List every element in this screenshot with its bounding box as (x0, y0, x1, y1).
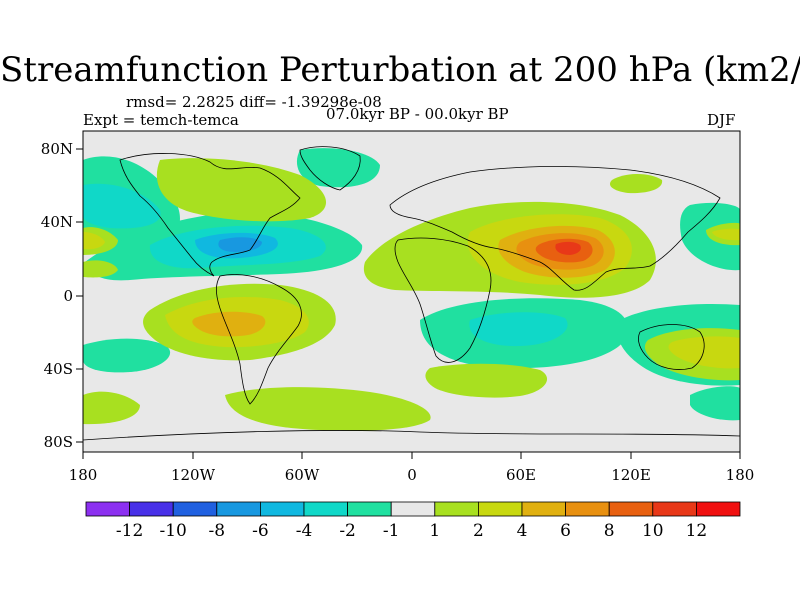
colorbar-label: 12 (686, 521, 708, 541)
lat-label-80s: 80S (44, 433, 73, 451)
colorbar-label: 10 (642, 521, 664, 541)
coast-north-america (119, 153, 301, 277)
contour-pos-north-america (156, 158, 327, 222)
colorbar-swatch (390, 501, 436, 517)
colorbar-label: -1 (383, 521, 400, 541)
contour-pos2-australia (668, 336, 740, 369)
contour-neg-southern-ocean (690, 386, 740, 421)
colorbar-swatch (172, 501, 218, 517)
contour-pos-south-indian (425, 363, 548, 398)
colorbar-label: -10 (160, 521, 187, 541)
lat-label-40n: 40N (41, 213, 73, 231)
colorbar-label: 6 (560, 521, 571, 541)
contour-pos-south-atlantic (225, 387, 431, 431)
colorbar-label: 4 (517, 521, 528, 541)
lon-label-180w: 180 (69, 466, 98, 484)
colorbar-swatch (521, 501, 566, 517)
lon-label-180e: 180 (726, 466, 755, 484)
contour-pos2-east-pacific-subtrop (83, 232, 105, 250)
experiment-label: Expt = temch-temca (83, 111, 239, 129)
colorbar-label: 1 (429, 521, 440, 541)
lon-label-120w: 120W (171, 466, 216, 484)
contour-pos-south-pacific (83, 391, 140, 425)
colorbar: -12 -10 -8 -6 -4 -2 -1 1 2 4 6 8 10 12 (85, 501, 741, 541)
lat-label-40s: 40S (44, 360, 73, 378)
colorbar-swatch (652, 501, 697, 517)
colorbar-label: 2 (473, 521, 484, 541)
colorbar-swatch (85, 501, 130, 517)
contour-neg2-pacific-north (83, 183, 161, 229)
colorbar-swatch (696, 501, 741, 517)
season-label: DJF (707, 111, 736, 129)
streamfunction-field (83, 131, 740, 452)
colorbar-swatch (565, 501, 610, 517)
coast-south-america (216, 274, 302, 405)
contour-pos2-north-pacific-east (712, 228, 740, 241)
colorbar-swatch (303, 501, 348, 517)
colorbar-swatch (434, 501, 479, 517)
rmsd-diff-stats: rmsd= 2.2825 diff= -1.39298e-08 (126, 93, 382, 111)
coastlines (83, 146, 740, 441)
colorbar-swatch (347, 501, 392, 517)
colorbar-swatch (608, 501, 654, 517)
lat-label-0: 0 (63, 287, 73, 305)
colorbar-swatch (129, 501, 174, 517)
lon-label-120e: 120E (611, 466, 651, 484)
colorbar-swatch (259, 501, 305, 517)
colorbar-swatch (216, 501, 261, 517)
colorbar-label: -2 (339, 521, 356, 541)
contour-pos-arctic-east (609, 174, 663, 194)
colorbar-label: -4 (296, 521, 313, 541)
lon-label-0: 0 (407, 466, 417, 484)
colorbar-label: -8 (209, 521, 226, 541)
colorbar-label: -12 (116, 521, 143, 541)
coast-australia (638, 324, 705, 370)
coast-antarctica (83, 430, 740, 441)
contour-neg-south-pacific (83, 338, 171, 373)
contour-neg2-indian-ocean (469, 312, 568, 347)
contour-pos-north-pacific-west (83, 260, 118, 278)
coast-greenland (299, 146, 361, 191)
colorbar-label: -6 (252, 521, 269, 541)
lon-label-60w: 60W (285, 466, 320, 484)
contour-pos3-south-america (192, 311, 266, 337)
coast-europe-asia (389, 166, 721, 291)
lat-label-80n: 80N (41, 140, 73, 158)
coast-africa (394, 237, 492, 363)
period-label: 07.0kyr BP - 00.0kyr BP (326, 105, 509, 123)
colorbar-swatch (477, 501, 523, 517)
colorbar-label: 8 (604, 521, 615, 541)
contour-pos6-tibet (555, 241, 581, 255)
plot-title: Streamfunction Perturbation at 200 hPa (… (0, 50, 800, 90)
lon-label-60e: 60E (506, 466, 536, 484)
